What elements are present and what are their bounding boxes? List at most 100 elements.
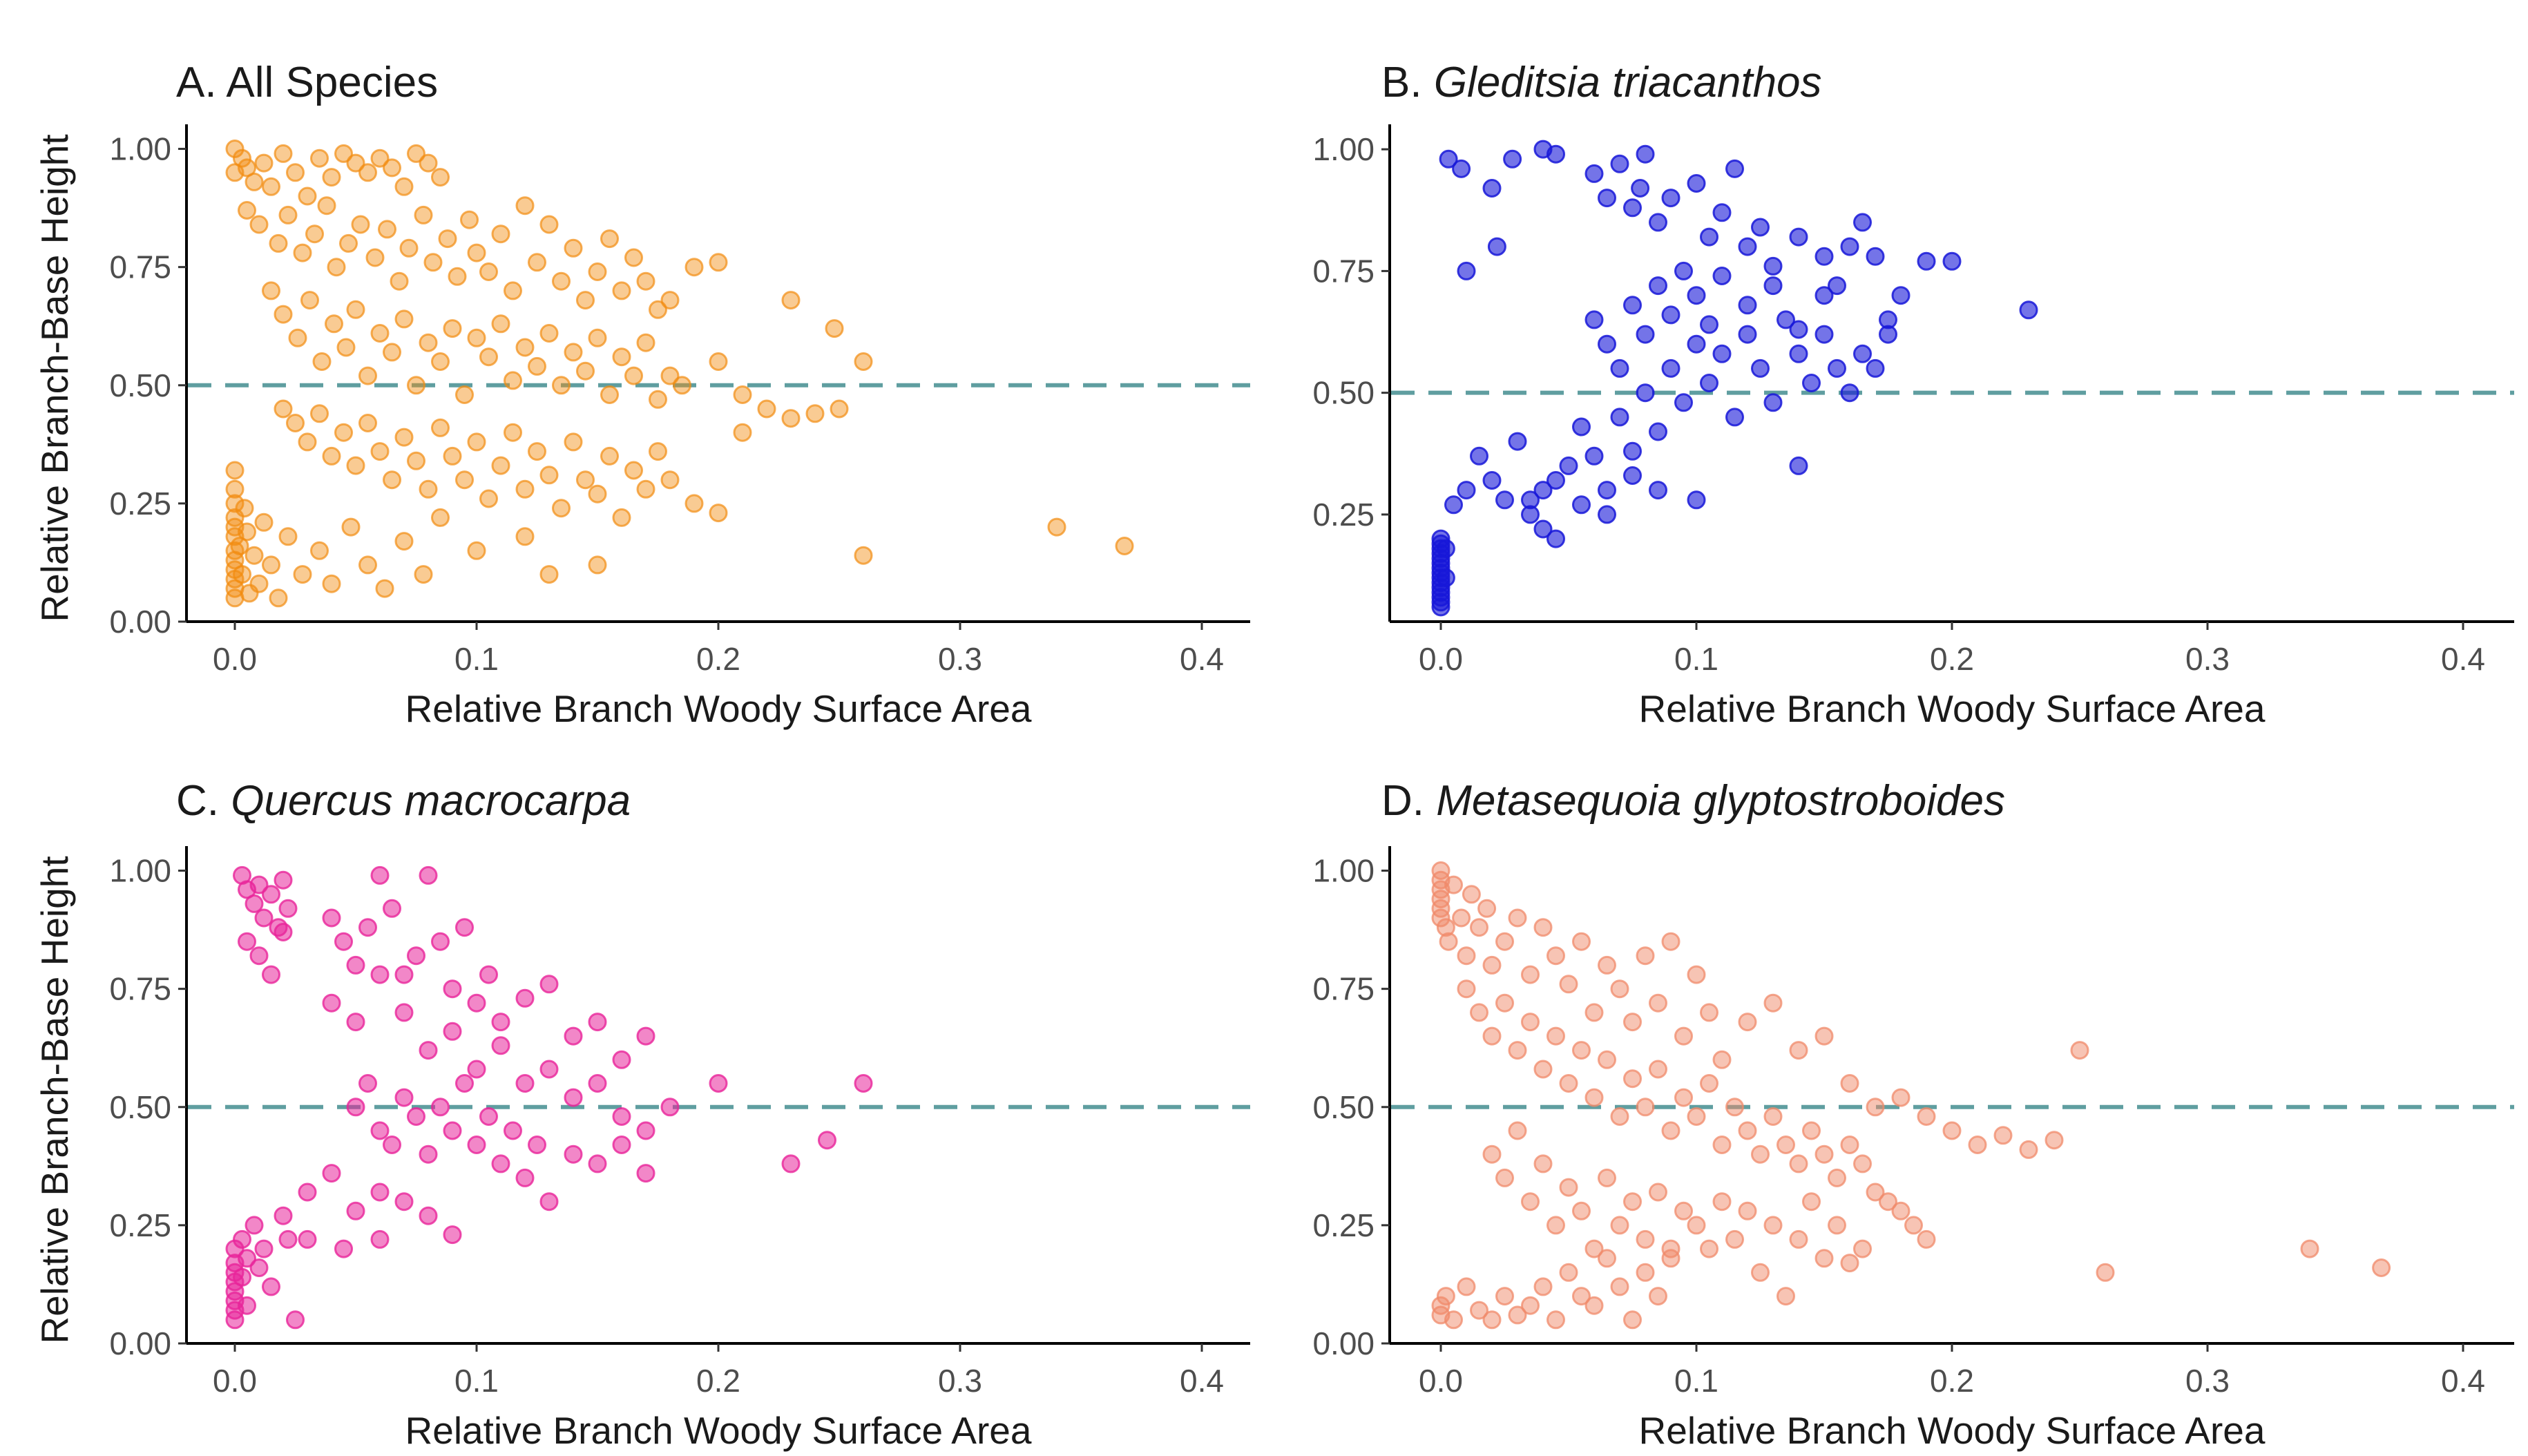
data-point <box>781 1154 801 1174</box>
data-point <box>423 253 443 272</box>
panel-title-species: Metasequoia glyptostroboides <box>1436 777 2005 825</box>
x-tick-label: 0.1 <box>454 641 499 677</box>
data-point <box>1521 490 1540 510</box>
data-point <box>1610 358 1629 378</box>
data-point <box>1700 1074 1718 1093</box>
x-tick-label: 0.0 <box>1419 1363 1463 1399</box>
data-point <box>1853 344 1872 363</box>
data-point <box>407 376 425 395</box>
data-point <box>254 1239 274 1258</box>
y-tick-label: 0.00 <box>1312 1325 1375 1361</box>
data-point <box>1482 179 1502 198</box>
data-point <box>467 432 486 452</box>
data-point <box>2300 1239 2319 1258</box>
y-tick-label: 0.25 <box>109 1207 171 1243</box>
data-point <box>504 1121 522 1140</box>
data-point <box>455 385 474 404</box>
data-point <box>479 489 498 508</box>
data-point <box>1828 358 1846 378</box>
data-point <box>310 541 329 560</box>
data-point <box>1436 1287 1455 1306</box>
data-point <box>1462 885 1481 904</box>
panel-1: A. All Species 0.0 0.1 0.2 0.3 0.4 0.00 0.25 0.5… <box>33 59 1250 730</box>
data-point <box>1547 529 1565 548</box>
data-point <box>298 186 317 206</box>
data-point <box>225 1310 245 1330</box>
data-point <box>1751 1144 1770 1164</box>
data-point <box>660 366 680 385</box>
data-point <box>455 1074 474 1093</box>
data-point <box>1547 1310 1565 1330</box>
data-point <box>419 865 438 885</box>
data-point <box>1879 325 1897 344</box>
data-point <box>274 923 293 941</box>
data-point <box>539 565 559 584</box>
data-point <box>394 1192 414 1211</box>
data-point <box>733 423 752 442</box>
data-point <box>254 908 274 928</box>
data-point <box>1789 344 1808 363</box>
data-point <box>346 153 365 173</box>
data-point <box>504 371 522 390</box>
data-point <box>1598 334 1616 354</box>
data-point <box>1508 908 1527 928</box>
data-point <box>1495 1287 1514 1306</box>
data-point <box>1649 481 1667 500</box>
data-point <box>327 258 346 277</box>
data-point <box>245 172 264 191</box>
data-point <box>334 144 353 163</box>
data-point <box>1533 1060 1553 1079</box>
data-point <box>673 376 691 395</box>
data-point <box>781 409 801 428</box>
data-point <box>317 196 336 215</box>
data-point <box>254 513 274 532</box>
data-point <box>1559 1074 1578 1093</box>
data-point <box>1674 261 1693 280</box>
data-point <box>1610 1107 1629 1126</box>
data-point <box>238 1249 256 1268</box>
data-point <box>1789 1041 1808 1060</box>
data-point <box>334 423 353 442</box>
data-point <box>370 965 390 984</box>
data-point <box>1047 517 1066 537</box>
data-point <box>1917 251 1936 271</box>
data-point <box>1439 932 1458 951</box>
data-point <box>600 385 619 404</box>
data-point <box>455 918 474 937</box>
data-point <box>1115 537 1134 555</box>
data-point <box>539 1192 559 1211</box>
data-point <box>378 220 396 239</box>
data-point <box>1584 1088 1604 1107</box>
data-point <box>1470 918 1488 937</box>
data-point <box>1457 1277 1476 1296</box>
data-point <box>1559 456 1578 475</box>
data-point <box>288 328 307 347</box>
y-tick-label: 0.00 <box>109 1325 171 1361</box>
data-point <box>1649 1287 1667 1306</box>
data-point <box>370 1121 390 1140</box>
data-point <box>588 555 607 575</box>
data-point <box>1687 965 1706 984</box>
data-point <box>636 333 655 352</box>
data-point <box>1968 1136 1987 1154</box>
data-point <box>1598 1249 1616 1268</box>
data-point <box>286 163 305 182</box>
data-point <box>1457 946 1476 966</box>
data-point <box>1547 144 1565 164</box>
data-point <box>2070 1041 2089 1060</box>
data-point <box>504 423 522 442</box>
x-tick-label: 0.4 <box>2441 1363 2485 1399</box>
points-group <box>225 140 1134 608</box>
data-point <box>394 532 414 551</box>
data-point <box>636 1164 655 1183</box>
data-point <box>1661 1239 1680 1258</box>
data-point <box>254 153 274 173</box>
data-point <box>1598 189 1616 208</box>
data-point <box>1687 174 1706 193</box>
data-point <box>1559 1263 1578 1282</box>
data-point <box>249 875 269 894</box>
data-point <box>370 149 390 168</box>
data-point <box>1712 344 1732 363</box>
data-point <box>1610 1216 1629 1235</box>
data-point <box>383 1136 401 1154</box>
